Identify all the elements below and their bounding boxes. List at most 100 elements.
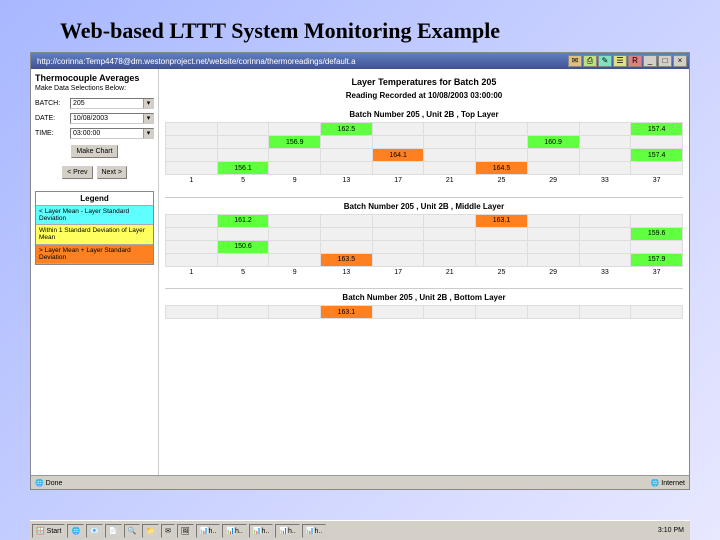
toolbar-icon[interactable]: ✉ [568,55,582,67]
start-button[interactable]: 🪟 Start [32,524,65,538]
taskbar-item[interactable]: 🌐 [67,524,84,538]
taskbar-item[interactable]: 📊h.. [275,524,300,538]
sidebar: Thermocouple Averages Make Data Selectio… [31,69,159,475]
bot-layer-chart: Batch Number 205 , Unit 2B , Bottom Laye… [165,293,683,319]
taskbar-item[interactable]: 📊h.. [302,524,327,538]
taskbar-item[interactable]: 📊h.. [196,524,221,538]
maximize-button[interactable]: □ [658,55,672,67]
taskbar-item[interactable]: 🖼 [177,524,194,538]
heat-cell [631,240,683,253]
taskbar-clock: 3:10 PM [654,527,688,534]
mid-layer-chart: Batch Number 205 , Unit 2B , Middle Laye… [165,202,683,279]
heat-cell [217,227,269,240]
toolbar-icon[interactable]: R [628,55,642,67]
heat-cell [321,227,373,240]
heat-cell [321,240,373,253]
heat-cell [424,306,476,319]
top-layer-table: 162.5157.4156.9160.9164.1157.4156.1164.5… [165,122,683,187]
axis-label: 13 [321,175,373,187]
taskbar-item[interactable]: 📧 [86,524,103,538]
main-title: Layer Temperatures for Batch 205 [165,77,683,87]
heat-cell: 159.6 [631,227,683,240]
axis-label: 5 [217,266,269,278]
minimize-button[interactable]: _ [643,55,657,67]
heat-cell [527,162,579,175]
main-subtitle: Reading Recorded at 10/08/2003 03:00:00 [165,91,683,100]
titlebar: http://corinna:Temp4478@dm.westonproject… [31,53,689,69]
date-value: 10/08/2003 [73,115,108,122]
heat-cell [166,253,218,266]
heat-cell [321,214,373,227]
close-button[interactable]: × [673,55,687,67]
heat-cell [372,253,424,266]
next-button[interactable]: Next > [97,166,127,179]
heat-cell [217,136,269,149]
legend-item-low: < Layer Mean - Layer Standard Deviation [36,206,153,225]
toolbar-icon[interactable]: ⎙ [583,55,597,67]
heat-cell [579,149,631,162]
heat-cell [579,253,631,266]
heat-cell [527,306,579,319]
taskbar-item[interactable]: 📄 [105,524,122,538]
bot-layer-table: 163.1 [165,305,683,319]
heat-cell [269,253,321,266]
toolbar-icon[interactable]: ☰ [613,55,627,67]
heat-cell [579,136,631,149]
legend: Legend < Layer Mean - Layer Standard Dev… [35,191,154,265]
statusbar: 🌐 Done 🌐 Internet [31,475,689,489]
heat-cell [269,214,321,227]
make-chart-button[interactable]: Make Chart [71,145,117,158]
status-done: 🌐 Done [35,479,62,487]
heat-cell [166,240,218,253]
heat-cell [476,123,528,136]
heat-cell [527,240,579,253]
axis-label: 1 [166,266,218,278]
heat-cell [631,162,683,175]
batch-field: BATCH: 205 ▾ [35,98,154,109]
heat-cell [321,149,373,162]
taskbar: 🪟 Start 🌐 📧 📄 🔍 📁 ✉ 🖼 📊h.. 📊h.. 📊h.. 📊h.… [30,520,690,540]
slide-title: Web-based LTTT System Monitoring Example [0,0,720,52]
heat-cell [527,227,579,240]
heat-cell [166,136,218,149]
heat-cell [579,306,631,319]
batch-label: BATCH: [35,100,67,107]
heat-cell [424,240,476,253]
heat-cell: 163.1 [321,306,373,319]
batch-select[interactable]: 205 ▾ [70,98,154,109]
taskbar-item[interactable]: 📁 [142,524,159,538]
mid-layer-table: 161.2163.1159.6150.6163.5157.91591317212… [165,214,683,279]
chevron-down-icon: ▾ [143,114,153,123]
heat-cell [631,214,683,227]
time-label: TIME: [35,130,67,137]
heat-cell: 150.6 [217,240,269,253]
axis-label: 29 [527,266,579,278]
heat-cell [269,240,321,253]
heat-cell [527,123,579,136]
heat-cell [269,162,321,175]
heat-cell [372,123,424,136]
taskbar-item[interactable]: 🔍 [124,524,141,538]
axis-label: 25 [476,266,528,278]
prev-button[interactable]: < Prev [62,166,92,179]
browser-window: http://corinna:Temp4478@dm.westonproject… [30,52,690,490]
heat-cell [476,149,528,162]
heat-cell [372,136,424,149]
taskbar-item[interactable]: 📊h.. [249,524,274,538]
axis-label: 37 [631,266,683,278]
time-select[interactable]: 03:00:00 ▾ [70,128,154,139]
axis-label: 37 [631,175,683,187]
heat-cell [217,253,269,266]
heat-cell [527,253,579,266]
heat-cell [424,149,476,162]
heat-cell [476,227,528,240]
date-select[interactable]: 10/08/2003 ▾ [70,113,154,124]
taskbar-item[interactable]: 📊h.. [222,524,247,538]
heat-cell [372,214,424,227]
heat-cell [166,227,218,240]
toolbar-icon[interactable]: ✎ [598,55,612,67]
axis-label: 21 [424,175,476,187]
heat-cell [579,162,631,175]
heat-cell [424,162,476,175]
taskbar-item[interactable]: ✉ [161,524,175,538]
